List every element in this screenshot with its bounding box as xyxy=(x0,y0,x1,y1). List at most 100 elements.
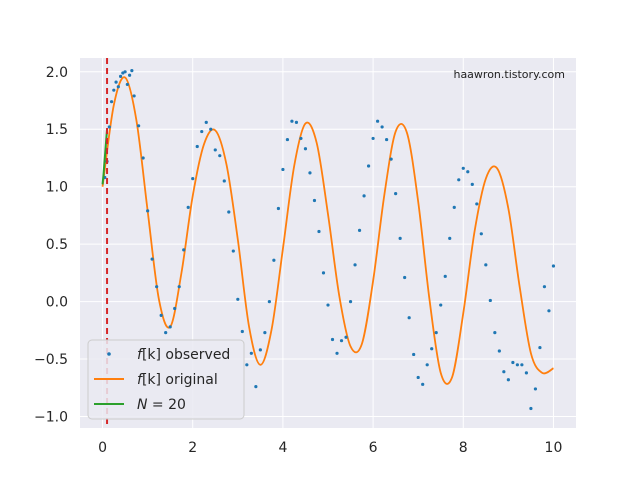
legend-label: f[k] original xyxy=(137,372,218,388)
observed-point xyxy=(542,285,547,289)
observed-point xyxy=(538,345,542,350)
observed-point xyxy=(182,248,186,252)
observed-point xyxy=(484,263,488,267)
observed-point xyxy=(434,331,438,335)
observed-point xyxy=(249,351,253,355)
observed-point xyxy=(254,385,258,389)
x-tick-label: 8 xyxy=(459,440,468,456)
y-tick-label: 0.5 xyxy=(46,237,68,253)
legend-label-text: observed xyxy=(161,347,230,363)
observed-point xyxy=(258,348,262,352)
observed-point xyxy=(533,387,538,391)
observed-point xyxy=(389,157,393,161)
observed-point xyxy=(416,375,420,380)
observed-point xyxy=(457,178,461,182)
legend-label-symbol: N xyxy=(137,397,148,413)
observed-point xyxy=(511,360,515,365)
observed-point xyxy=(421,382,425,386)
observed-point xyxy=(524,371,529,375)
observed-point xyxy=(506,378,510,382)
observed-point xyxy=(412,352,416,357)
observed-point xyxy=(195,144,199,149)
observed-point xyxy=(231,249,235,253)
observed-point xyxy=(107,125,111,129)
observed-point xyxy=(245,363,249,367)
observed-point xyxy=(394,191,398,196)
observed-point xyxy=(461,166,465,170)
observed-point xyxy=(312,198,317,203)
observed-point xyxy=(452,205,456,209)
observed-point xyxy=(398,236,402,241)
x-tick-label: 0 xyxy=(98,440,107,456)
observed-point xyxy=(173,306,177,311)
x-tick-labels: 0 2 4 6 8 10 xyxy=(98,440,562,456)
legend-marker-observed xyxy=(107,352,111,356)
observed-point xyxy=(475,202,479,206)
observed-point xyxy=(204,120,208,124)
observed-point xyxy=(290,119,294,123)
observed-point xyxy=(132,94,136,98)
observed-point xyxy=(353,263,357,267)
observed-point xyxy=(159,313,163,317)
observed-point xyxy=(344,335,348,339)
observed-point xyxy=(130,69,134,73)
observed-point xyxy=(430,347,434,351)
observed-point xyxy=(479,232,483,236)
y-tick-label: 1.5 xyxy=(46,122,68,138)
observed-point xyxy=(317,229,321,234)
observed-point xyxy=(123,70,127,74)
x-tick-label: 10 xyxy=(545,440,563,456)
observed-point xyxy=(529,406,533,411)
legend-label-index: [k] xyxy=(142,372,161,388)
observed-point xyxy=(299,136,303,141)
observed-point xyxy=(155,285,159,289)
observed-point xyxy=(109,100,114,104)
observed-point xyxy=(137,124,141,128)
observed-point xyxy=(240,329,244,334)
observed-point xyxy=(191,177,195,181)
observed-point xyxy=(222,179,226,183)
x-tick-label: 2 xyxy=(188,440,197,456)
observed-point xyxy=(114,80,118,84)
observed-point xyxy=(403,275,407,280)
legend-label-symbol: f xyxy=(137,372,144,388)
y-tick-label: −0.5 xyxy=(34,352,68,368)
y-tick-label: 1.0 xyxy=(46,180,68,196)
observed-point xyxy=(303,147,308,151)
observed-point xyxy=(168,325,172,329)
observed-point xyxy=(330,337,335,342)
observed-point xyxy=(308,171,312,175)
observed-point xyxy=(218,154,222,158)
observed-point xyxy=(276,206,280,211)
observed-point xyxy=(177,285,181,289)
observed-point xyxy=(385,137,389,142)
observed-point xyxy=(186,205,190,209)
observed-point xyxy=(227,210,231,214)
observed-point xyxy=(236,297,240,301)
series-line-original xyxy=(101,76,554,385)
y-tick-label: −1.0 xyxy=(34,410,68,426)
observed-point xyxy=(547,309,551,313)
observed-point xyxy=(164,331,168,335)
observed-point xyxy=(267,300,271,304)
legend-label: f[k] observed xyxy=(137,347,230,363)
observed-point xyxy=(357,228,362,232)
legend-label-index: [k] xyxy=(142,347,161,363)
observed-point xyxy=(448,236,452,241)
observed-point xyxy=(150,257,154,261)
observed-point xyxy=(146,209,150,213)
observed-point xyxy=(339,339,344,343)
observed-point xyxy=(348,300,353,304)
observed-point xyxy=(366,164,371,168)
legend-label: N = 20 xyxy=(137,397,186,413)
observed-point xyxy=(335,351,339,355)
observed-point xyxy=(263,331,267,335)
observed-point xyxy=(294,120,299,124)
x-tick-label: 6 xyxy=(369,440,378,456)
observed-point xyxy=(326,303,330,307)
observed-point xyxy=(371,136,375,141)
observed-point xyxy=(493,331,497,335)
observed-point xyxy=(285,137,290,142)
